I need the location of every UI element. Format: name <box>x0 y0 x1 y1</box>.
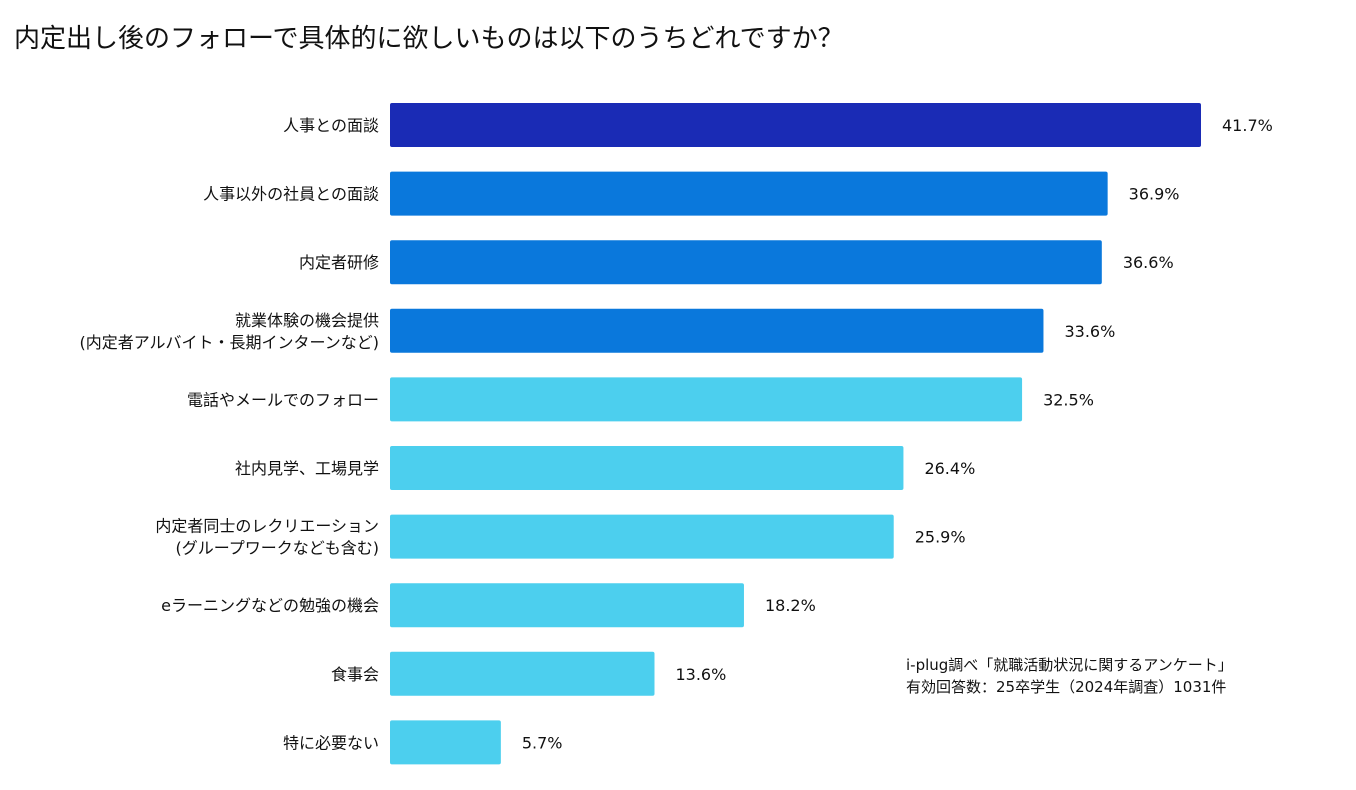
bar-7 <box>390 583 744 628</box>
category-label-8: 食事会 <box>331 665 379 684</box>
bar-1 <box>390 171 1108 216</box>
category-label-6-line-1: (グループワークなども含む) <box>175 539 379 558</box>
category-label-6-line-0: 内定者同士のレクリエーション <box>155 517 379 536</box>
value-label-6: 25.9% <box>915 528 966 547</box>
value-label-9: 5.7% <box>522 733 563 752</box>
bar-0 <box>390 103 1201 147</box>
bar-5 <box>390 446 904 490</box>
bar-6 <box>390 514 894 559</box>
chart-title: 内定出し後のフォローで具体的に欲しいものは以下のうちどれですか？ <box>14 24 844 54</box>
bar-3 <box>390 308 1044 353</box>
category-label-3-line-1: (内定者アルバイト・長期インターンなど) <box>79 333 379 352</box>
value-label-3: 33.6% <box>1064 322 1115 341</box>
value-label-0: 41.7% <box>1222 116 1273 135</box>
value-label-1: 36.9% <box>1129 185 1180 204</box>
source-note: i-plug調べ「就職活動状況に関するアンケート」 有効回答数：25卒学生（20… <box>906 654 1233 698</box>
category-label-5: 社内見学、工場見学 <box>235 459 379 478</box>
value-label-5: 26.4% <box>924 459 975 478</box>
category-label-0: 人事との面談 <box>283 116 379 135</box>
bar-4 <box>390 377 1023 422</box>
bar-8 <box>390 651 655 696</box>
source-line-2: 有効回答数：25卒学生（2024年調査）1031件 <box>906 678 1227 696</box>
bar-2 <box>390 240 1102 285</box>
category-label-4: 電話やメールでのフォロー <box>187 390 379 409</box>
category-label-1: 人事以外の社員との面談 <box>203 185 379 204</box>
value-label-8: 13.6% <box>675 665 726 684</box>
value-label-2: 36.6% <box>1123 253 1174 272</box>
category-label-3-line-0: 就業体験の機会提供 <box>235 311 379 330</box>
value-label-4: 32.5% <box>1043 390 1094 409</box>
category-label-9: 特に必要ない <box>283 733 379 752</box>
source-line-1: i-plug調べ「就職活動状況に関するアンケート」 <box>906 656 1233 674</box>
bar-9 <box>390 720 501 765</box>
value-label-7: 18.2% <box>765 596 816 615</box>
category-label-7: eラーニングなどの勉強の機会 <box>161 596 379 615</box>
category-label-2: 内定者研修 <box>299 253 379 272</box>
